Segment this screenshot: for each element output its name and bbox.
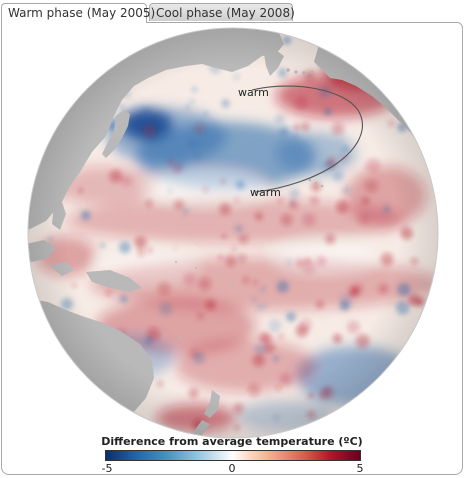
legend-tick-zero: 0 <box>228 462 236 475</box>
globe-outline <box>27 27 439 439</box>
tab-cool-phase[interactable]: Cool phase (May 2008) <box>149 3 295 21</box>
warm-label-south: warm <box>250 186 281 199</box>
map-panel: warm warm Difference from average temper… <box>1 22 463 475</box>
legend-tick-min: -5 <box>101 462 113 475</box>
legend-title: Difference from average temperature (ºC) <box>101 435 363 448</box>
warm-label-north: warm <box>238 86 269 99</box>
tab-warm-phase[interactable]: Warm phase (May 2005) <box>1 3 155 23</box>
temperature-colorbar <box>105 450 361 461</box>
globe-map: warm warm <box>27 27 439 439</box>
legend-tick-max: 5 <box>356 462 364 475</box>
globe-shading <box>28 28 438 438</box>
